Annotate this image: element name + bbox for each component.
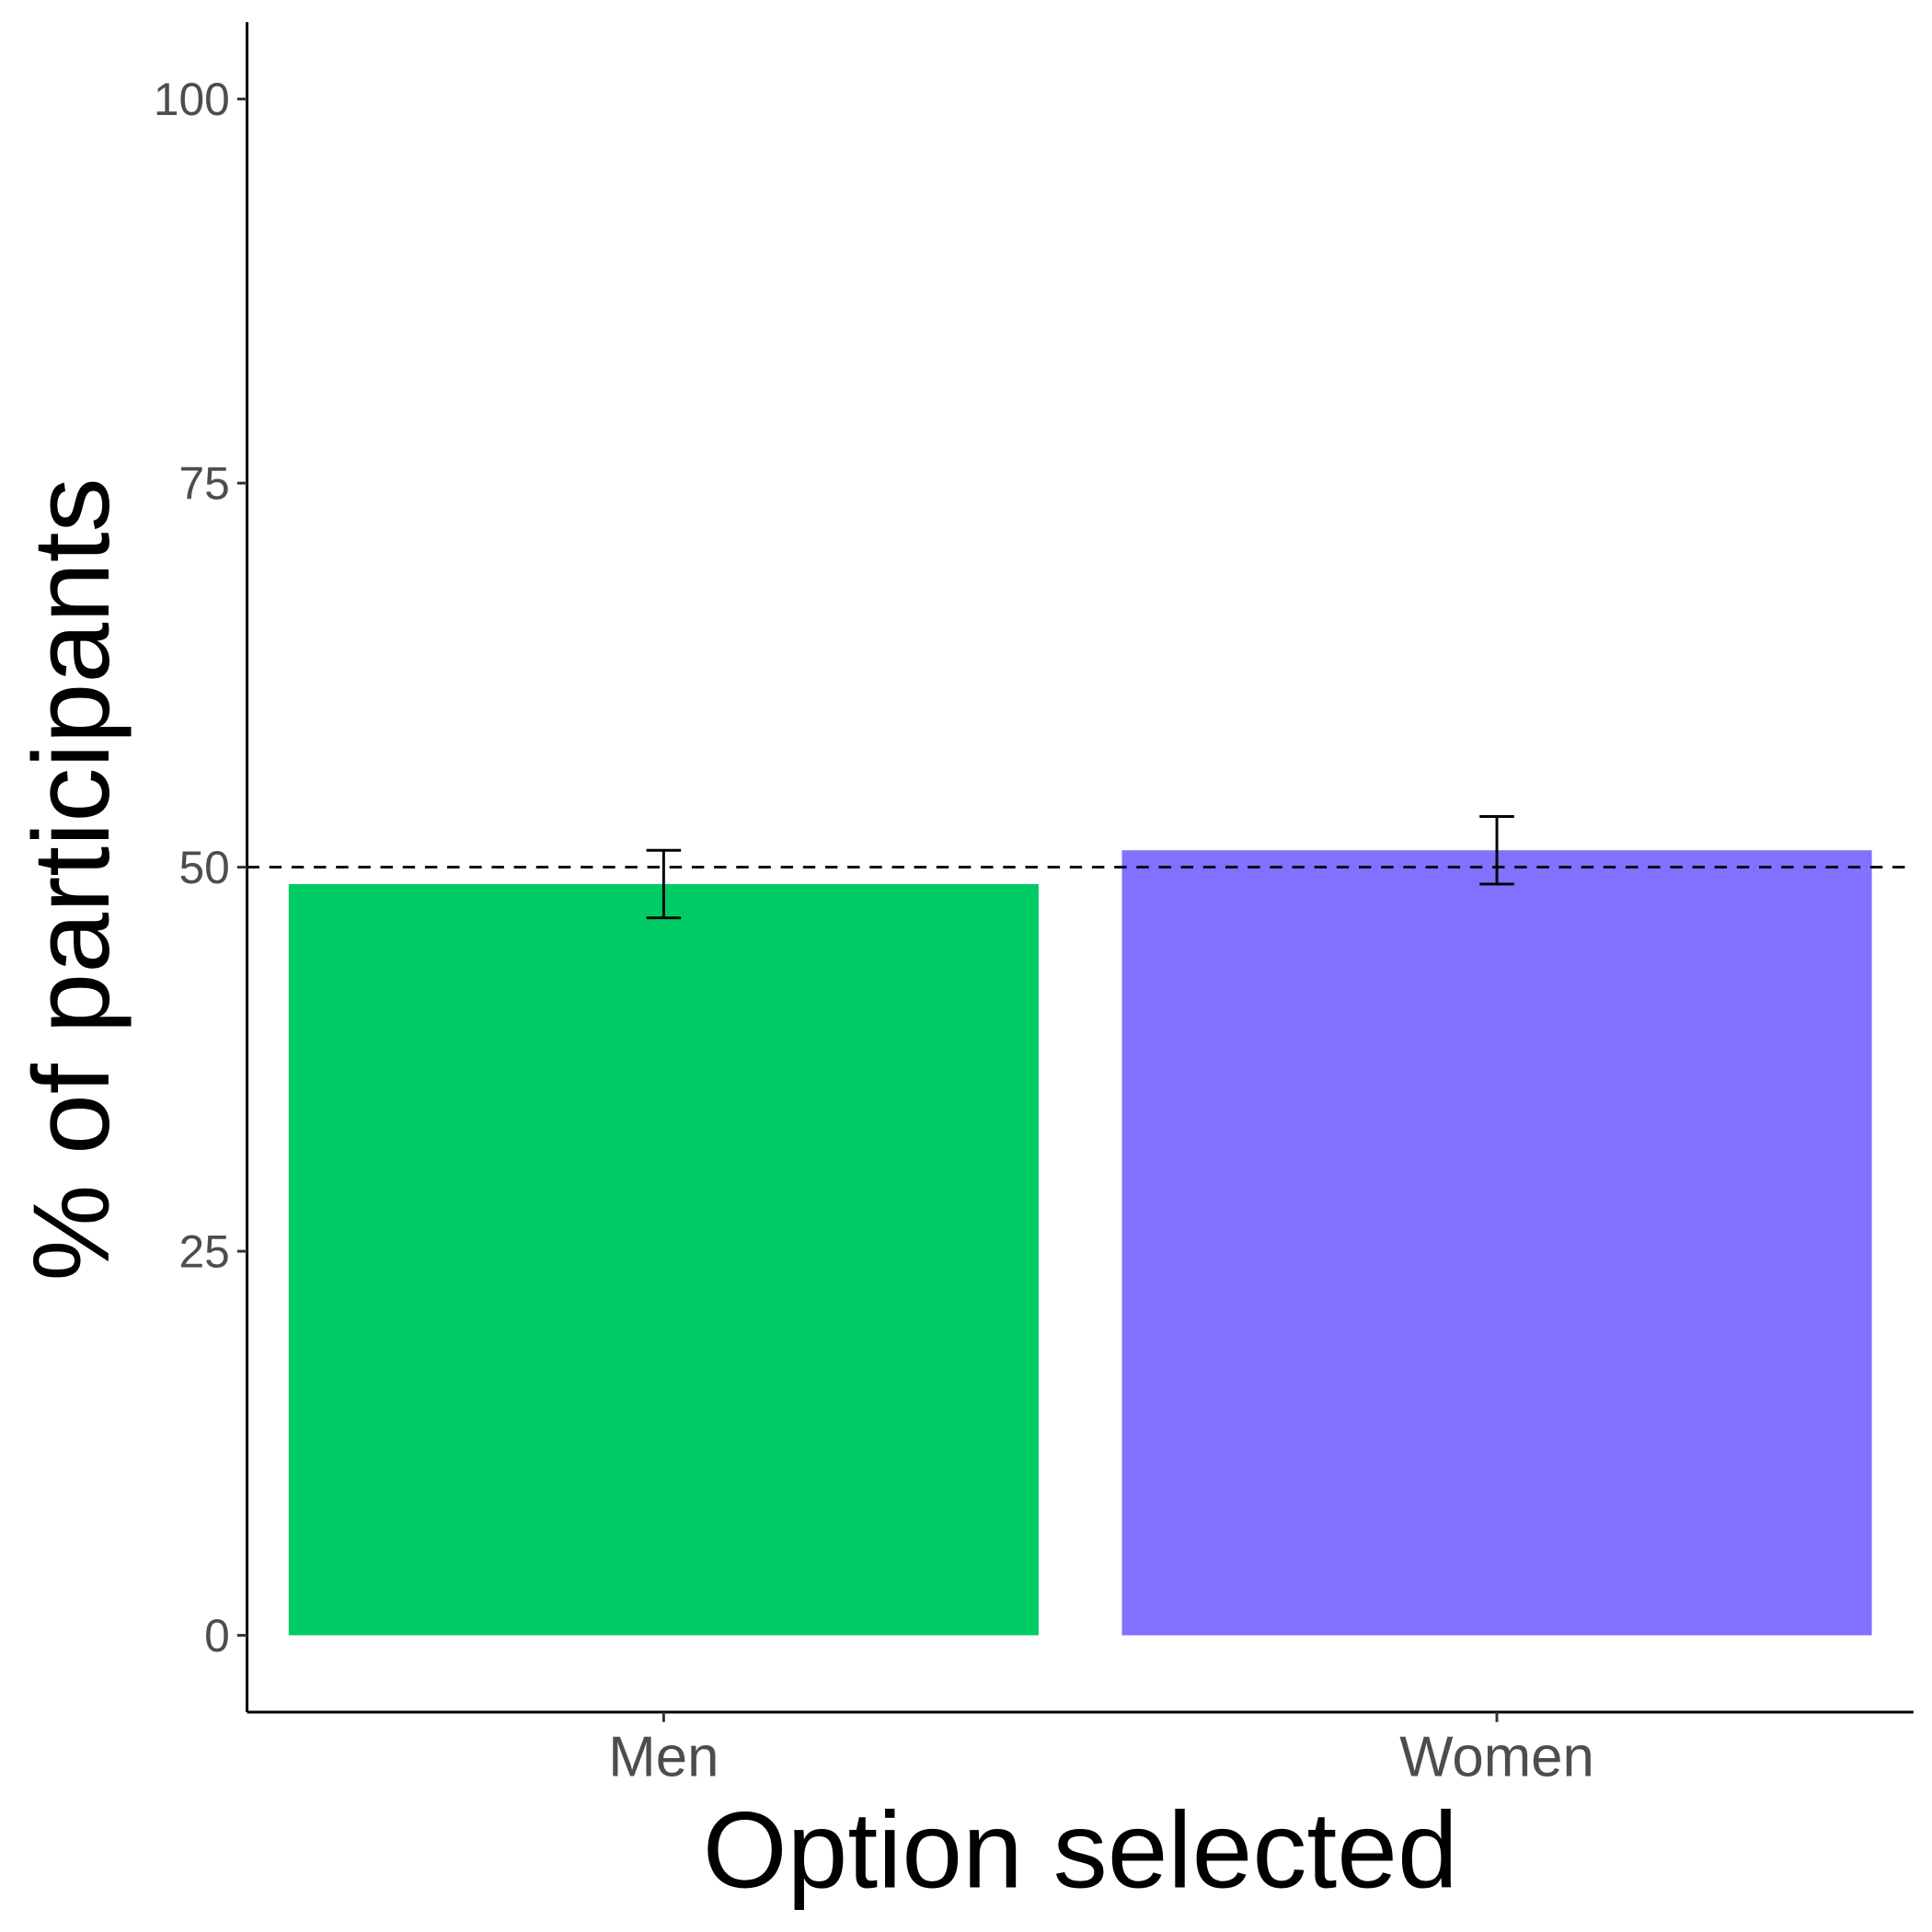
x-ticks-layer: Men Women bbox=[608, 1711, 1594, 1788]
y-tick-label: 0 bbox=[204, 1610, 230, 1662]
error-bar-men bbox=[646, 848, 682, 920]
y-tick-label: 75 bbox=[178, 458, 229, 510]
y-tick-label: 50 bbox=[178, 842, 229, 893]
error-bars-layer bbox=[646, 815, 1514, 920]
y-ticks-layer: 0 25 50 75 100 bbox=[154, 74, 247, 1662]
y-tick-label: 25 bbox=[178, 1225, 229, 1277]
bar-women bbox=[1121, 850, 1872, 1636]
x-axis-title: Option selected bbox=[703, 1790, 1458, 1912]
y-tick-label: 100 bbox=[154, 74, 230, 125]
y-axis-title: % of participants bbox=[11, 477, 132, 1281]
x-tick-label: Women bbox=[1399, 1725, 1594, 1788]
bars-layer bbox=[288, 850, 1872, 1636]
bar-men bbox=[288, 883, 1039, 1636]
x-tick-label: Men bbox=[608, 1725, 719, 1788]
error-bar-women bbox=[1479, 815, 1514, 886]
